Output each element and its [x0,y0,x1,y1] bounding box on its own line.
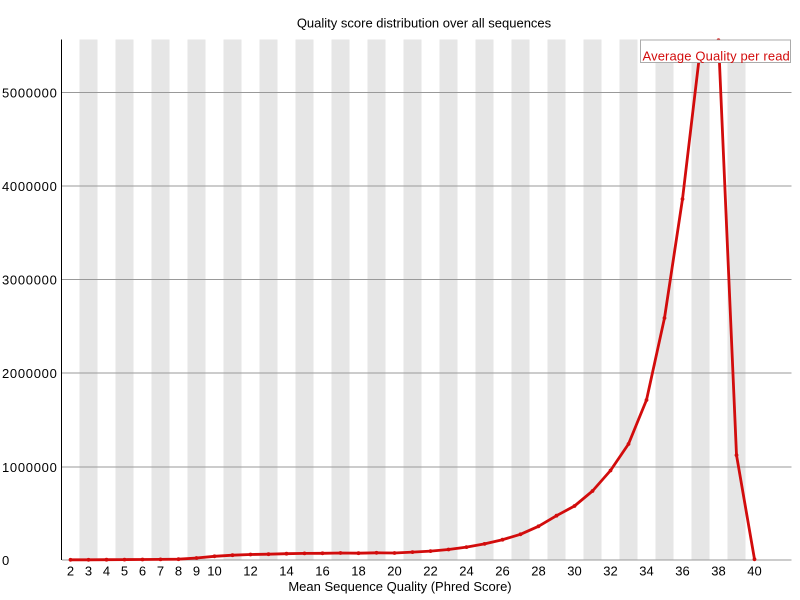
svg-text:Quality score distribution ove: Quality score distribution over all sequ… [297,16,552,31]
svg-text:38: 38 [711,564,725,579]
svg-text:4000000: 4000000 [2,179,58,194]
svg-text:Mean Sequence Quality (Phred S: Mean Sequence Quality (Phred Score) [288,579,511,594]
svg-text:16: 16 [315,564,329,579]
svg-text:30: 30 [567,564,581,579]
svg-text:10: 10 [207,564,221,579]
svg-text:4: 4 [103,564,110,579]
svg-text:9: 9 [193,564,200,579]
svg-text:22: 22 [423,564,437,579]
svg-text:2: 2 [67,564,74,579]
svg-text:34: 34 [639,564,653,579]
svg-text:3000000: 3000000 [2,273,58,288]
svg-text:7: 7 [157,564,164,579]
svg-text:12: 12 [243,564,257,579]
svg-text:Average Quality per read: Average Quality per read [643,48,790,63]
svg-text:5: 5 [121,564,128,579]
svg-text:28: 28 [531,564,545,579]
svg-text:40: 40 [747,564,761,579]
svg-text:1000000: 1000000 [2,460,58,475]
svg-text:2000000: 2000000 [2,366,58,381]
svg-text:20: 20 [387,564,401,579]
svg-text:0: 0 [2,553,10,568]
svg-text:14: 14 [279,564,293,579]
svg-text:6: 6 [139,564,146,579]
svg-text:5000000: 5000000 [2,86,58,101]
svg-text:24: 24 [459,564,473,579]
svg-text:36: 36 [675,564,689,579]
svg-text:8: 8 [175,564,182,579]
svg-text:32: 32 [603,564,617,579]
svg-text:26: 26 [495,564,509,579]
svg-text:3: 3 [85,564,92,579]
svg-text:18: 18 [351,564,365,579]
